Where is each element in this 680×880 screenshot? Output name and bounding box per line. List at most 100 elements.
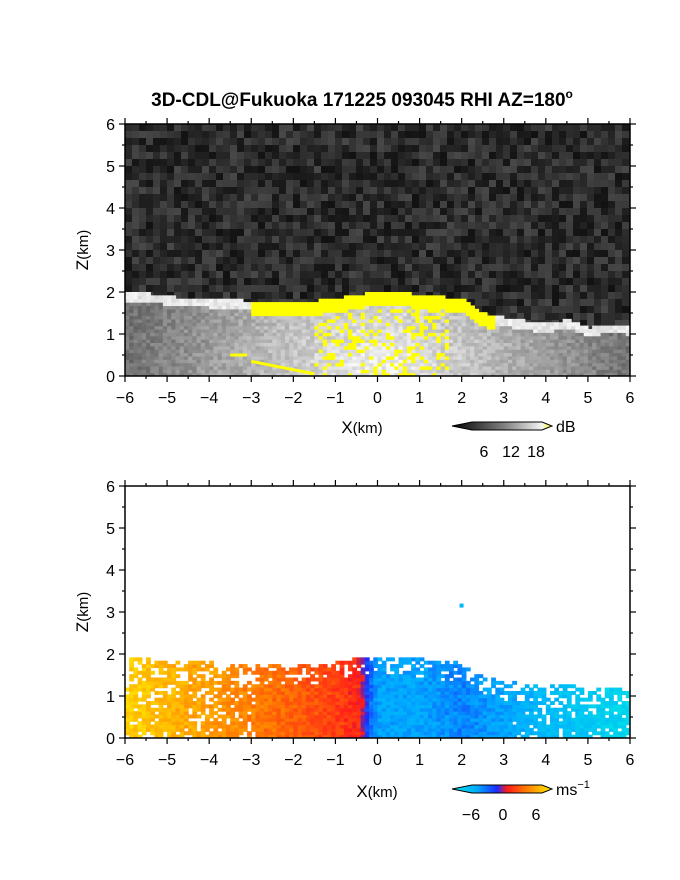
noise-cell [209,229,216,236]
noise-cell [307,229,314,236]
noise-cell [279,285,286,292]
echo-cell [449,369,454,374]
echo-cell [385,305,391,310]
noise-cell [601,138,608,145]
echo-cell [348,322,353,327]
noise-cell [461,278,468,285]
echo-cell [444,362,450,367]
noise-cell [419,222,426,229]
echo-cell [373,339,379,343]
echo-cell [125,335,130,340]
noise-cell [615,271,622,278]
echo-cell [377,332,383,337]
noise-cell [517,285,524,292]
echo-cell [440,325,446,330]
echo-cell [566,369,572,374]
echo-cell [339,369,345,374]
echo-cell [486,328,492,333]
noise-cell [440,138,447,145]
echo-cell [423,315,429,320]
echo-cell [411,369,416,374]
echo-cell [179,362,185,367]
echo-cell [141,292,147,296]
noise-cell [286,250,293,257]
noise-cell [468,138,475,145]
echo-cell [125,308,130,313]
noise-cell [216,229,223,236]
noise-cell [209,159,216,166]
noise-cell [146,222,153,229]
echo-cell [520,359,526,364]
echo-cell [554,369,560,374]
noise-cell [566,152,573,159]
noise-cell [594,236,601,243]
noise-cell [608,222,615,229]
noise-cell [174,152,181,159]
echo-cell [449,339,454,343]
echo-cell [213,298,219,303]
noise-cell [482,278,489,285]
echo-cell [369,365,374,370]
noise-cell [146,124,153,131]
echo-cell [171,345,177,350]
echo-cell [154,362,160,367]
noise-cell [237,208,244,215]
echo-cell [507,362,513,367]
echo-cell [377,292,383,296]
noise-cell [265,243,272,250]
noise-cell [433,152,440,159]
echo-cell [499,365,505,370]
noise-cell [475,229,482,236]
noise-cell [335,124,342,131]
noise-cell [412,145,419,152]
echo-cell [301,365,307,370]
echo-cell [360,332,366,337]
noise-cell [300,264,307,271]
echo-cell [360,342,366,347]
echo-cell [171,369,177,374]
echo-cell [474,308,480,313]
noise-cell [349,243,356,250]
echo-cell [314,315,320,320]
noise-cell [167,229,174,236]
echo-cell [318,365,324,370]
echo-cell [167,369,172,374]
noise-cell [251,194,258,201]
noise-cell [580,306,587,313]
echo-cell [402,322,408,327]
noise-cell [314,229,321,236]
echo-cell [150,369,156,374]
echo-cell [474,365,480,370]
noise-cell [314,215,321,222]
noise-cell [461,243,468,250]
echo-cell [327,315,332,320]
echo-cell [331,335,337,340]
noise-cell [531,131,538,138]
echo-cell [423,345,429,350]
noise-cell [531,222,538,229]
noise-cell [559,166,566,173]
noise-cell [258,250,265,257]
echo-cell [415,339,421,343]
echo-cell [356,335,362,340]
echo-cell [297,322,303,327]
echo-cell [444,318,450,323]
echo-cell [499,318,505,323]
echo-cell [558,359,564,364]
echo-cell [550,342,555,347]
echo-cell [554,349,560,354]
echo-cell [377,322,383,327]
echo-cell [550,369,555,374]
echo-cell [436,335,442,340]
noise-cell [307,292,314,299]
noise-cell [482,131,489,138]
echo-cell [204,312,210,317]
echo-cell [369,305,374,310]
noise-cell [244,264,251,271]
noise-cell [300,166,307,173]
noise-cell [370,145,377,152]
noise-cell [468,285,475,292]
noise-cell [475,152,482,159]
echo-cell [272,359,278,364]
noise-cell [342,124,349,131]
